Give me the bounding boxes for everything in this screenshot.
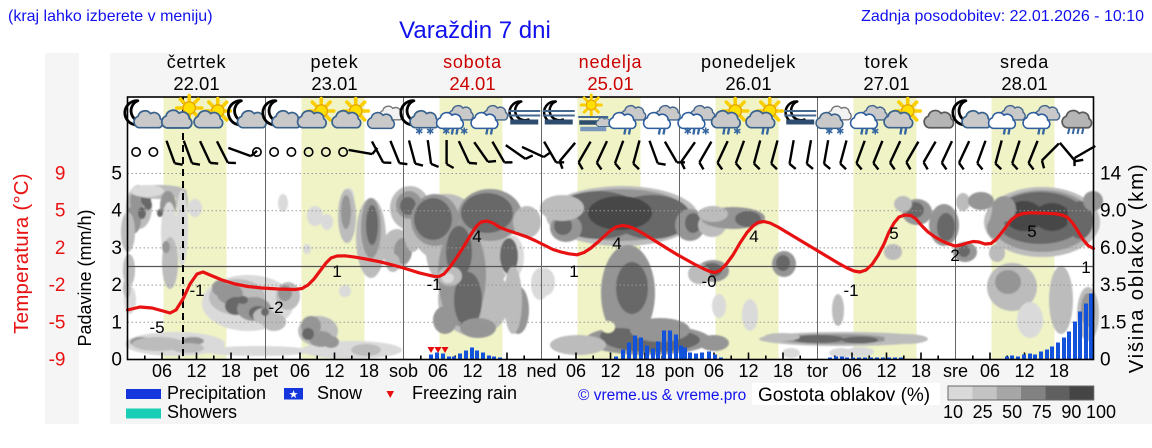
- svg-text:1: 1: [332, 262, 341, 281]
- svg-text:4: 4: [111, 201, 122, 222]
- svg-text:5: 5: [1027, 222, 1036, 241]
- svg-text:Višina oblakov (km): Višina oblakov (km): [1125, 163, 1148, 374]
- svg-text:90: 90: [1061, 402, 1081, 422]
- svg-text:10: 10: [943, 402, 963, 422]
- svg-text:06: 06: [290, 361, 310, 381]
- svg-text:12: 12: [462, 361, 482, 381]
- svg-text:-1: -1: [843, 281, 858, 300]
- svg-text:-5: -5: [49, 312, 66, 333]
- svg-text:Showers: Showers: [167, 402, 237, 422]
- svg-text:torek: torek: [864, 52, 908, 72]
- svg-text:18: 18: [1049, 361, 1069, 381]
- svg-text:12: 12: [876, 361, 896, 381]
- svg-text:06: 06: [428, 361, 448, 381]
- svg-text:100: 100: [1086, 402, 1116, 422]
- svg-text:14: 14: [1100, 164, 1122, 185]
- svg-text:Zadnja posodobitev: 22.01.2026: Zadnja posodobitev: 22.01.2026 - 10:10: [861, 8, 1144, 25]
- svg-text:sob: sob: [389, 361, 418, 381]
- svg-text:75: 75: [1032, 402, 1052, 422]
- svg-text:12: 12: [186, 361, 206, 381]
- svg-text:Temperatura (°C): Temperatura (°C): [10, 173, 33, 334]
- svg-text:06: 06: [980, 361, 1000, 381]
- svg-text:18: 18: [635, 361, 655, 381]
- svg-text:četrtek: četrtek: [167, 52, 227, 72]
- svg-text:1: 1: [111, 312, 122, 333]
- svg-text:06: 06: [704, 361, 724, 381]
- svg-text:Precipitation: Precipitation: [167, 383, 266, 403]
- svg-text:27.01: 27.01: [863, 73, 909, 94]
- svg-text:18: 18: [773, 361, 793, 381]
- svg-text:3: 3: [111, 238, 122, 259]
- svg-text:5: 5: [889, 224, 898, 243]
- svg-text:pet: pet: [253, 361, 278, 381]
- svg-text:-9: -9: [49, 350, 66, 371]
- svg-text:1.5: 1.5: [1100, 312, 1126, 333]
- svg-text:Freezing rain: Freezing rain: [412, 383, 517, 403]
- svg-text:0: 0: [1100, 350, 1111, 371]
- svg-text:12: 12: [600, 361, 620, 381]
- svg-text:Varaždin 7 dni: Varaždin 7 dni: [399, 17, 551, 44]
- svg-text:12: 12: [1014, 361, 1034, 381]
- svg-text:2: 2: [111, 275, 122, 296]
- svg-text:2: 2: [950, 246, 959, 265]
- svg-text:18: 18: [359, 361, 379, 381]
- svg-text:23.01: 23.01: [311, 73, 357, 94]
- svg-text:petek: petek: [310, 52, 358, 72]
- svg-text:4: 4: [472, 227, 481, 246]
- svg-text:9: 9: [55, 164, 66, 185]
- svg-text:25.01: 25.01: [587, 73, 633, 94]
- svg-text:Padavine (mm/h): Padavine (mm/h): [75, 209, 95, 346]
- svg-text:25: 25: [973, 402, 993, 422]
- svg-text:22.01: 22.01: [173, 73, 219, 94]
- svg-text:tor: tor: [807, 361, 828, 381]
- svg-text:26.01: 26.01: [725, 73, 771, 94]
- svg-text:12: 12: [324, 361, 344, 381]
- svg-text:4: 4: [612, 234, 621, 253]
- svg-text:9.0: 9.0: [1100, 201, 1126, 222]
- svg-text:1: 1: [1081, 258, 1090, 277]
- svg-text:sre: sre: [943, 361, 968, 381]
- svg-text:-5: -5: [149, 318, 164, 337]
- svg-text:28.01: 28.01: [1001, 73, 1047, 94]
- svg-text:06: 06: [842, 361, 862, 381]
- svg-text:1: 1: [569, 262, 578, 281]
- svg-text:-0: -0: [701, 272, 716, 291]
- svg-text:3.5: 3.5: [1100, 275, 1126, 296]
- svg-text:06: 06: [152, 361, 172, 381]
- svg-text:pon: pon: [664, 361, 694, 381]
- svg-text:sobota: sobota: [443, 52, 502, 72]
- svg-text:Snow: Snow: [317, 383, 363, 403]
- svg-text:-1: -1: [189, 281, 204, 300]
- svg-text:18: 18: [221, 361, 241, 381]
- svg-text:2: 2: [55, 238, 66, 259]
- svg-text:nedelja: nedelja: [579, 52, 643, 72]
- svg-text:0: 0: [111, 350, 122, 371]
- svg-text:-1: -1: [426, 275, 441, 294]
- svg-text:18: 18: [497, 361, 517, 381]
- svg-text:sreda: sreda: [1000, 52, 1049, 72]
- svg-text:★: ★: [289, 389, 299, 401]
- svg-text:Gostota oblakov (%): Gostota oblakov (%): [758, 385, 930, 406]
- svg-text:12: 12: [738, 361, 758, 381]
- svg-text:ned: ned: [526, 361, 556, 381]
- svg-text:© vreme.us & vreme.pro: © vreme.us & vreme.pro: [578, 387, 746, 404]
- svg-text:(kraj lahko izberete v meniju): (kraj lahko izberete v meniju): [8, 8, 213, 25]
- svg-text:24.01: 24.01: [449, 73, 495, 94]
- svg-text:18: 18: [911, 361, 931, 381]
- svg-text:4: 4: [749, 227, 758, 246]
- svg-text:-2: -2: [268, 298, 283, 317]
- svg-text:06: 06: [566, 361, 586, 381]
- svg-text:50: 50: [1002, 402, 1022, 422]
- svg-text:5: 5: [55, 201, 66, 222]
- svg-text:6.0: 6.0: [1100, 238, 1126, 259]
- svg-text:ponedeljek: ponedeljek: [701, 52, 796, 72]
- svg-text:-2: -2: [49, 275, 66, 296]
- svg-text:5: 5: [111, 164, 122, 185]
